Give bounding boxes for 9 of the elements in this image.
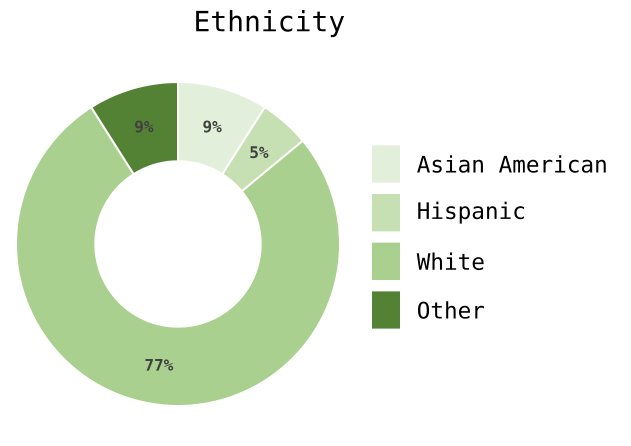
data-label: 77% [145, 358, 174, 371]
legend-label: Hispanic [418, 202, 524, 224]
data-label: 5% [250, 146, 268, 158]
legend-label: White [416, 252, 484, 270]
legend-label: Other [418, 301, 484, 319]
legend-label: Asian American [417, 155, 606, 173]
chart-title: Ethnicity [196, 10, 344, 38]
data-label: 9% [135, 120, 154, 133]
data-label: 9% [203, 120, 222, 133]
